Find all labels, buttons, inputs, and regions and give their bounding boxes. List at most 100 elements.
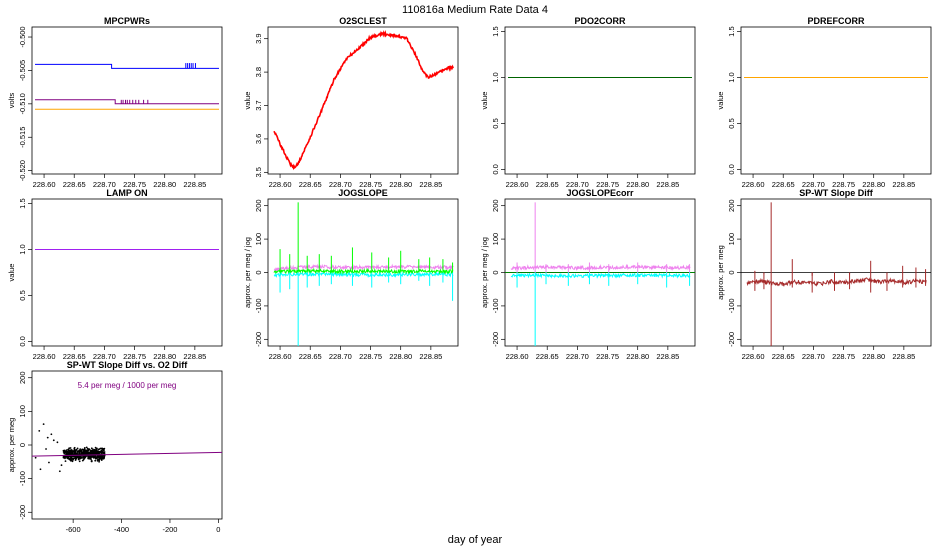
y-tick-label: 3.8 <box>254 67 263 77</box>
plot-area <box>273 29 454 171</box>
x-tick-label: 228.60 <box>506 180 529 189</box>
scatter-point <box>83 451 85 454</box>
x-tick-label: 228.85 <box>892 352 915 361</box>
scatter-point <box>76 450 79 453</box>
panel-6: JOGSLOPEcorr 228.60 228.65 228.70 228.75 228.… <box>480 188 696 361</box>
scatter-point <box>63 452 66 455</box>
scatter-point <box>81 459 84 462</box>
scatter-point <box>93 450 95 453</box>
x-tick-label: 228.75 <box>832 352 855 361</box>
scatter-point <box>90 449 92 452</box>
scatter-outlier <box>45 448 47 450</box>
x-tick-label: 228.80 <box>862 180 885 189</box>
panel-title: JOGSLOPEcorr <box>566 188 634 198</box>
y-tick-label: 100 <box>254 233 263 246</box>
scatter-point <box>64 450 67 453</box>
scatter-outlier <box>60 464 63 467</box>
scatter-point <box>84 456 86 458</box>
y-axis-label: value <box>480 92 489 110</box>
scatter-point <box>70 457 73 460</box>
scatter-point <box>82 457 85 459</box>
y-tick-label: 3.9 <box>254 33 263 43</box>
y-tick-label: 1.5 <box>727 26 736 36</box>
scatter-point <box>88 448 91 451</box>
panel-grid: MPCPWRs 228.60 228.65 228.70 228.75 228.80 228… <box>7 16 932 534</box>
scatter-point <box>67 448 70 451</box>
panel-7: SP-WT Slope Diff 228.60 228.65 228.70 228.75… <box>716 188 932 361</box>
scatter-point <box>65 451 68 454</box>
scatter-outlier <box>38 429 41 432</box>
scatter-point <box>95 457 97 460</box>
series-line-0 <box>510 263 691 272</box>
x-tick-label: 228.65 <box>63 352 86 361</box>
y-axis-label: value <box>243 92 252 110</box>
fit-annotation: 5.4 per meg / 1000 per meg <box>78 381 177 390</box>
panel-title: SP-WT Slope Diff vs. O2 Diff <box>67 360 189 370</box>
plot-area <box>741 202 931 346</box>
x-tick-label: -400 <box>114 525 129 534</box>
y-tick-label: -200 <box>254 332 263 347</box>
x-tick-label: -600 <box>66 525 81 534</box>
scatter-point <box>98 455 101 458</box>
y-tick-label: -200 <box>18 505 27 520</box>
y-tick-label: -0.500 <box>18 26 27 47</box>
scatter-point <box>68 452 70 455</box>
plot-frame <box>31 198 223 347</box>
x-tick-label: 228.75 <box>359 180 382 189</box>
scatter-point <box>85 446 88 449</box>
figure-title: 110816a Medium Rate Data 4 <box>402 4 548 16</box>
panel-8: SP-WT Slope Diff vs. O2 Diff -600 -400 -200… <box>7 360 223 534</box>
x-tick-label: 228.80 <box>862 352 885 361</box>
scatter-point <box>103 449 105 451</box>
scatter-point <box>94 446 97 449</box>
scatter-point <box>75 456 78 458</box>
x-tick-label: 228.70 <box>329 180 352 189</box>
y-tick-label: 0 <box>491 270 500 274</box>
scatter-point <box>99 447 102 450</box>
y-tick-label: 1.5 <box>491 26 500 36</box>
figure-xlabel: day of year <box>448 534 503 546</box>
x-tick-label: 0 <box>216 525 220 534</box>
x-tick-label: 228.75 <box>359 352 382 361</box>
series-line-0 <box>273 263 454 273</box>
scatter-point <box>103 451 105 454</box>
y-tick-label: 200 <box>727 199 736 212</box>
y-tick-label: -100 <box>18 471 27 486</box>
y-tick-label: -100 <box>491 298 500 313</box>
panel-title: MPCPWRs <box>104 16 150 26</box>
y-tick-label: -200 <box>491 332 500 347</box>
panel-title: SP-WT Slope Diff <box>799 188 873 198</box>
plot-frame <box>267 26 459 175</box>
x-tick-label: 228.85 <box>183 352 206 361</box>
scatter-point <box>64 460 67 462</box>
scatter-point <box>103 447 106 450</box>
x-tick-label: 228.70 <box>93 180 116 189</box>
scatter-point <box>75 453 78 455</box>
scatter-point <box>89 455 91 458</box>
x-tick-label: 228.85 <box>892 180 915 189</box>
y-tick-label: -100 <box>727 298 736 313</box>
x-tick-label: 228.65 <box>772 180 795 189</box>
y-tick-label: 200 <box>491 199 500 212</box>
y-tick-label: 3.6 <box>254 134 263 144</box>
scatter-point <box>93 452 96 454</box>
y-tick-label: -0.505 <box>18 60 27 81</box>
y-tick-label: -200 <box>727 332 736 347</box>
scatter-point <box>101 455 104 458</box>
x-tick-label: 228.65 <box>772 352 795 361</box>
x-tick-label: 228.65 <box>299 180 322 189</box>
x-tick-label: 228.60 <box>506 352 529 361</box>
y-tick-label: 0 <box>18 443 27 447</box>
y-tick-label: 1.0 <box>727 72 736 82</box>
x-tick-label: 228.80 <box>153 352 176 361</box>
x-tick-label: 228.60 <box>33 352 56 361</box>
scatter-point <box>79 457 82 460</box>
scatter-outlier <box>34 456 37 459</box>
scatter-point <box>83 449 86 451</box>
x-tick-label: 228.65 <box>63 180 86 189</box>
x-tick-label: 228.80 <box>389 180 412 189</box>
panel-title: PDO2CORR <box>574 16 626 26</box>
y-tick-label: 3.7 <box>254 100 263 110</box>
panel-3: PDREFCORR 228.60 228.65 228.70 228.75 228.80 2… <box>716 16 932 189</box>
x-tick-label: 228.70 <box>566 352 589 361</box>
